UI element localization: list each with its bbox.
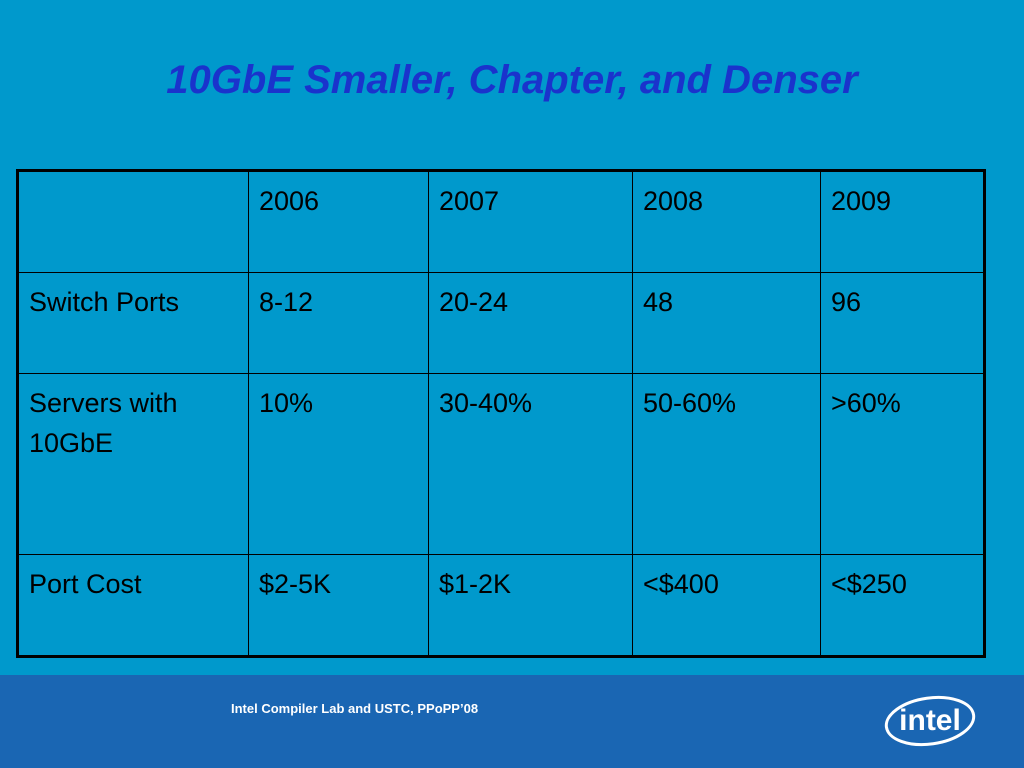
table-cell: 48 (632, 272, 821, 374)
table-cell: <$250 (820, 553, 985, 658)
data-table: 2006 2007 2008 2009 Switch Ports 8-12 20… (16, 169, 986, 658)
table-row: Servers with 10GbE 10% 30-40% 50-60% >60… (17, 372, 985, 555)
intel-logo-icon: intel (884, 695, 976, 747)
footer-text: Intel Compiler Lab and USTC, PPoPP’08 (231, 701, 479, 716)
table-header-cell: 2006 (248, 169, 429, 274)
table-header-cell: 2007 (428, 169, 633, 274)
table-header-cell: 2009 (820, 169, 985, 274)
table-row: Switch Ports 8-12 20-24 48 96 (17, 272, 985, 374)
table-cell: $1-2K (428, 553, 633, 658)
row-label: Servers with 10GbE (17, 372, 249, 555)
table-cell: 96 (820, 272, 985, 374)
row-label: Port Cost (17, 553, 249, 658)
table-cell: $2-5K (248, 553, 429, 658)
table-header-row: 2006 2007 2008 2009 (17, 169, 985, 274)
slide-title: 10GbE Smaller, Chapter, and Denser (166, 58, 858, 102)
logo-text: intel (899, 704, 961, 737)
table-header-cell (17, 169, 249, 274)
table-cell: 10% (248, 372, 429, 555)
table-cell: 30-40% (428, 372, 633, 555)
table-cell: 8-12 (248, 272, 429, 374)
table-cell: >60% (820, 372, 985, 555)
table-cell: 50-60% (632, 372, 821, 555)
table-row: Port Cost $2-5K $1-2K <$400 <$250 (17, 553, 985, 658)
table-header-cell: 2008 (632, 169, 821, 274)
footer-band (0, 675, 1024, 768)
row-label: Switch Ports (17, 272, 249, 374)
table-cell: 20-24 (428, 272, 633, 374)
table-cell: <$400 (632, 553, 821, 658)
